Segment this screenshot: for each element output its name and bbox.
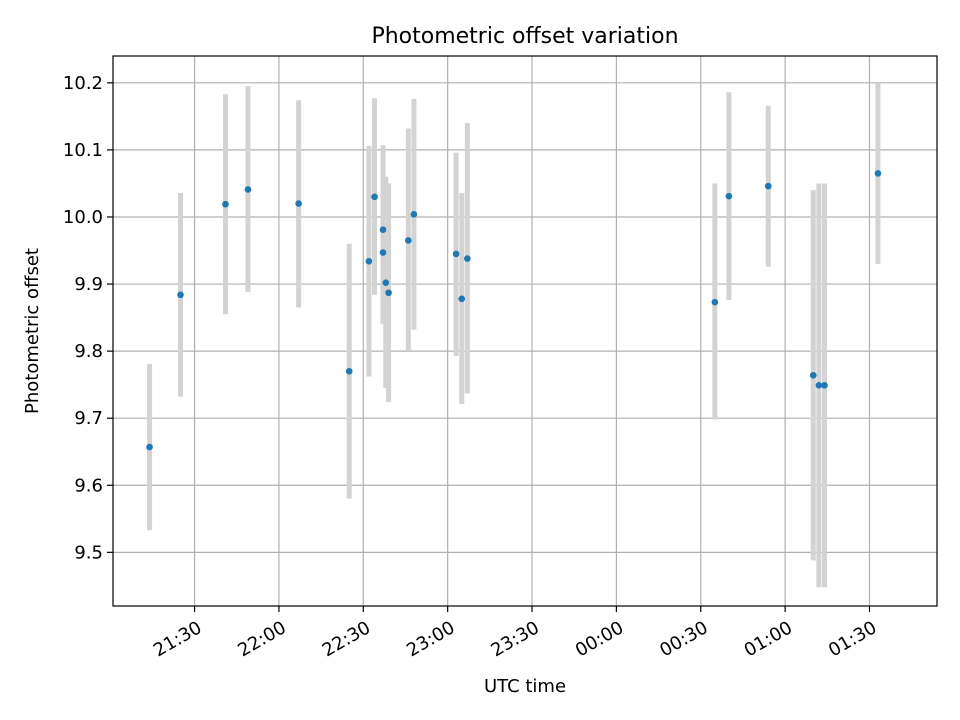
grid <box>113 56 937 606</box>
data-point <box>222 200 229 208</box>
x-tick-label: 23:30 <box>488 617 543 661</box>
y-axis-label: Photometric offset <box>22 248 43 414</box>
data-point <box>821 382 828 389</box>
data-point <box>345 367 353 375</box>
data-point <box>177 291 184 299</box>
data-point <box>809 371 817 379</box>
data-point <box>379 226 387 234</box>
y-tick-label: 10.0 <box>63 207 103 228</box>
data-point <box>371 193 378 201</box>
y-tick-label: 10.1 <box>63 140 103 161</box>
data-point <box>410 210 418 218</box>
data-point <box>295 200 302 207</box>
x-tick-label: 23:00 <box>403 617 458 661</box>
data-point <box>464 255 471 262</box>
error-bars <box>147 82 881 588</box>
y-tick-label: 9.5 <box>74 542 103 563</box>
x-tick-label: 00:00 <box>572 617 627 661</box>
plot-frame <box>112 55 938 607</box>
data-point <box>815 382 823 389</box>
data-point <box>146 443 153 451</box>
data-point <box>874 170 882 177</box>
data-point <box>365 257 373 265</box>
x-axis-label: UTC time <box>484 676 566 697</box>
data-point <box>711 298 719 306</box>
y-tick-label: 9.6 <box>74 475 103 496</box>
data-point <box>725 192 733 200</box>
x-tick-label: 22:30 <box>319 617 374 661</box>
data-point <box>244 186 252 193</box>
data-point <box>458 295 466 303</box>
data-points <box>146 170 882 451</box>
data-point <box>379 249 387 256</box>
data-point <box>404 237 412 244</box>
x-tick-label: 01:00 <box>741 617 796 661</box>
data-point <box>382 279 390 287</box>
x-tick-label: 22:00 <box>234 617 289 661</box>
x-tick-label: 01:30 <box>825 617 880 661</box>
y-tick-label: 9.9 <box>74 274 103 295</box>
y-tick-label: 9.8 <box>74 341 103 362</box>
data-point <box>452 250 460 258</box>
data-point <box>764 182 772 190</box>
chart-title: Photometric offset variation <box>371 24 678 49</box>
axis-ticks: 21:30 22:00 22:30 23:00 23:30 00:00 00:30 01:00… <box>63 73 880 662</box>
y-tick-label: 9.7 <box>74 408 103 429</box>
y-tick-label: 10.2 <box>63 73 103 94</box>
data-point <box>385 289 392 297</box>
x-tick-label: 00:30 <box>656 617 711 661</box>
x-tick-label: 21:30 <box>150 617 205 661</box>
